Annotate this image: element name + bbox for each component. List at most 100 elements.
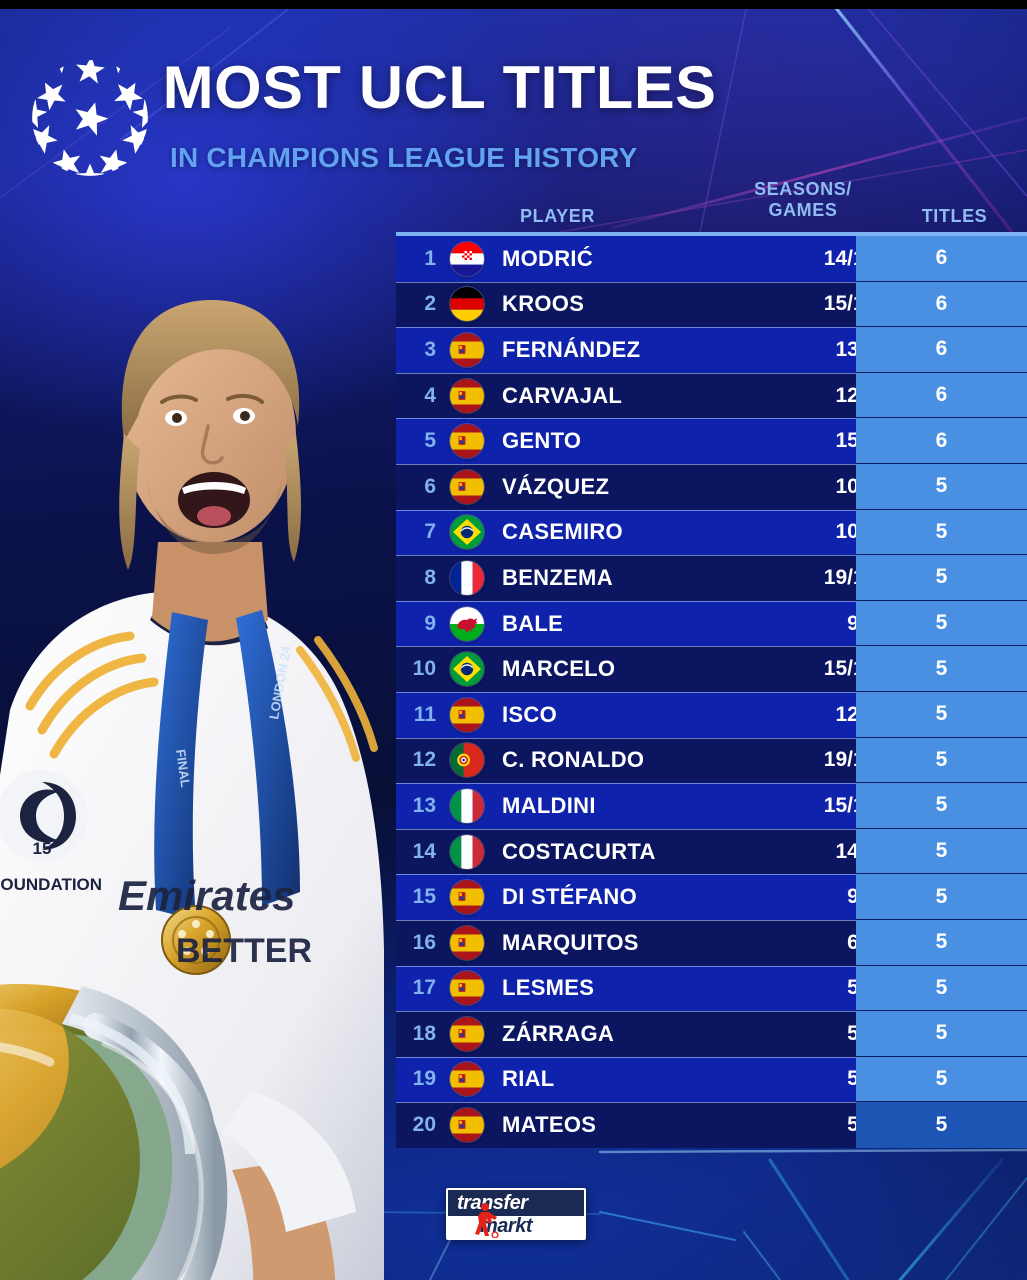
- player-name: FERNÁNDEZ: [502, 336, 641, 362]
- table-row[interactable]: 8BENZEMA19/1525: [396, 555, 1027, 601]
- titles-value: 5: [856, 1056, 1027, 1103]
- transfermarkt-wordmark-markt: markt: [480, 1215, 532, 1237]
- rank-number: 18: [412, 1021, 436, 1045]
- player-name: CARVAJAL: [502, 382, 623, 408]
- flag-icon-wa: [450, 606, 484, 641]
- player-name: BALE: [502, 610, 564, 636]
- transfermarkt-logo-bottom: markt: [448, 1215, 584, 1238]
- titles-value: 5: [856, 874, 1027, 920]
- rank-number: 19: [412, 1067, 436, 1091]
- flag-icon-es: [450, 880, 484, 915]
- table-row[interactable]: 2KROOS15/1516: [396, 281, 1027, 328]
- rank-number: 1: [424, 246, 436, 270]
- transfermarkt-logo[interactable]: transfer markt: [446, 1188, 586, 1240]
- row-main-cell: 6VÁZQUEZ10/77: [396, 463, 888, 510]
- rank-number: 13: [412, 793, 436, 817]
- ucl-starball-icon: [32, 60, 148, 176]
- rank-number: 14: [412, 839, 436, 863]
- titles-value: 6: [856, 281, 1027, 328]
- row-main-cell: 4CARVAJAL12/91: [396, 372, 888, 419]
- player-name: MALDINI: [502, 792, 596, 818]
- page-title: MOST UCL TITLES: [162, 54, 717, 121]
- flag-icon-es: [450, 697, 484, 732]
- column-header-seasons-games: SEASONS/ GAMES: [728, 179, 878, 221]
- table-row[interactable]: 1MODRIĆ14/1426: [396, 236, 1027, 282]
- table-column-headers: PLAYER SEASONS/ GAMES TITLES: [396, 170, 1027, 232]
- row-main-cell: 9BALE9/66: [396, 600, 888, 647]
- titles-value: 6: [856, 236, 1027, 282]
- flag-icon-br: [450, 652, 484, 687]
- player-name: DI STÉFANO: [502, 884, 638, 910]
- top-letterbox-bar: [0, 0, 1027, 9]
- table-row[interactable]: 10MARCELO15/1025: [396, 646, 1027, 692]
- titles-value: 5: [856, 600, 1027, 647]
- table-row[interactable]: 4CARVAJAL12/916: [396, 372, 1027, 419]
- flag-icon-es: [450, 925, 484, 960]
- titles-value: 6: [856, 327, 1027, 373]
- page-subtitle: IN CHAMPIONS LEAGUE HISTORY: [170, 142, 638, 173]
- table-row[interactable]: 7CASEMIRO10/835: [396, 509, 1027, 556]
- titles-value: 5: [856, 737, 1027, 784]
- flag-icon-es: [450, 469, 484, 504]
- rank-number: 2: [424, 292, 436, 316]
- table-row[interactable]: 6VÁZQUEZ10/775: [396, 463, 1027, 510]
- table-row[interactable]: 9BALE9/665: [396, 600, 1027, 647]
- table-row[interactable]: 13MALDINI15/1355: [396, 783, 1027, 829]
- titles-value: 5: [856, 646, 1027, 692]
- row-main-cell: 12C. RONALDO19/183: [396, 737, 888, 784]
- titles-value: 5: [856, 1102, 1027, 1148]
- flag-icon-es: [450, 1062, 484, 1097]
- titles-value: 6: [856, 372, 1027, 419]
- titles-value: 5: [856, 919, 1027, 966]
- column-header-seasons-games-line1: SEASONS/: [754, 179, 852, 199]
- flag-icon-es: [450, 1016, 484, 1051]
- ucl-titles-table: 1MODRIĆ14/14262KROOS15/15163FERNÁNDEZ13/…: [396, 232, 1027, 1148]
- player-name: RIAL: [502, 1066, 555, 1092]
- row-main-cell: 8BENZEMA19/152: [396, 555, 888, 601]
- rank-number: 12: [412, 748, 436, 772]
- titles-value: 5: [856, 691, 1027, 738]
- player-name: C. RONALDO: [502, 747, 645, 773]
- rank-number: 3: [424, 337, 436, 361]
- player-name: LESMES: [502, 975, 595, 1001]
- rank-number: 15: [412, 885, 436, 909]
- table-row[interactable]: 16MARQUITOS6/285: [396, 919, 1027, 966]
- column-header-seasons-games-line2: GAMES: [768, 200, 838, 221]
- rank-number: 10: [412, 657, 436, 681]
- modric-trophy-photo: FINAL LONDON 24 Emirates BETTER: [0, 150, 420, 1280]
- table-row[interactable]: 12C. RONALDO19/1835: [396, 737, 1027, 784]
- rank-number: 5: [424, 429, 436, 453]
- svg-text:Emirates: Emirates: [118, 872, 295, 919]
- row-main-cell: 16MARQUITOS6/28: [396, 919, 888, 966]
- transfermarkt-logo-top: transfer: [448, 1190, 584, 1216]
- rank-number: 17: [412, 976, 436, 1000]
- row-main-cell: 2KROOS15/151: [396, 281, 888, 328]
- svg-text:BETTER: BETTER: [176, 932, 312, 970]
- page-header: MOST UCL TITLES IN CHAMPIONS LEAGUE HIST…: [0, 22, 760, 176]
- player-name: ZÁRRAGA: [502, 1020, 615, 1046]
- player-name: ISCO: [502, 701, 557, 727]
- flag-icon-es: [450, 378, 484, 413]
- row-main-cell: 5GENTO15/88: [396, 418, 888, 464]
- player-name: MARQUITOS: [502, 929, 639, 955]
- table-row[interactable]: 5GENTO15/886: [396, 418, 1027, 464]
- rank-number: 7: [424, 520, 436, 544]
- table-row[interactable]: 11ISCO12/785: [396, 691, 1027, 738]
- rank-number: 11: [413, 702, 436, 726]
- rank-number: 6: [424, 474, 436, 498]
- flag-icon-es: [450, 424, 484, 459]
- table-row[interactable]: 3FERNÁNDEZ13/706: [396, 327, 1027, 373]
- flag-icon-br: [450, 515, 484, 550]
- table-row[interactable]: 14COSTACURTA14/905: [396, 828, 1027, 875]
- rank-number: 20: [412, 1113, 436, 1137]
